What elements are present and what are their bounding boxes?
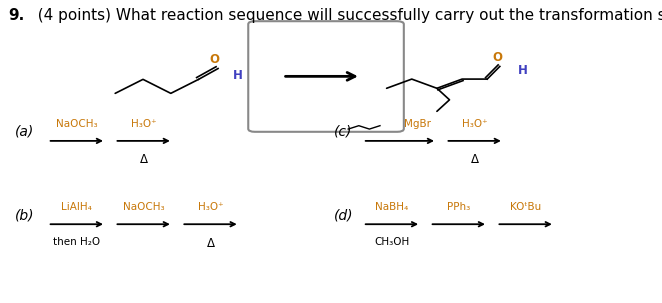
Text: 9.: 9. [8, 8, 24, 23]
Text: O: O [210, 52, 220, 65]
Text: Δ: Δ [140, 153, 148, 166]
Text: NaOCH₃: NaOCH₃ [123, 202, 164, 212]
Text: PPh₃: PPh₃ [447, 202, 471, 212]
Text: KOᵗBu: KOᵗBu [510, 202, 542, 212]
Text: Δ: Δ [207, 237, 214, 250]
Text: NaOCH₃: NaOCH₃ [56, 119, 97, 129]
Text: (b): (b) [15, 208, 34, 222]
Text: NaBH₄: NaBH₄ [375, 202, 408, 212]
Text: (d): (d) [334, 208, 354, 222]
Text: O: O [493, 51, 503, 64]
Text: (c): (c) [334, 125, 353, 139]
Text: CH₃OH: CH₃OH [374, 237, 410, 247]
Text: H₃O⁺: H₃O⁺ [131, 119, 156, 129]
Text: (4 points) What reaction sequence will successfully carry out the transformation: (4 points) What reaction sequence will s… [28, 8, 662, 23]
FancyBboxPatch shape [248, 21, 404, 132]
Text: then H₂O: then H₂O [53, 237, 101, 247]
Text: LiAlH₄: LiAlH₄ [62, 202, 92, 212]
Text: H: H [232, 69, 242, 82]
Text: MgBr: MgBr [404, 119, 430, 129]
Text: H₃O⁺: H₃O⁺ [198, 202, 223, 212]
Text: H: H [518, 65, 528, 78]
Text: Δ: Δ [471, 153, 479, 166]
Text: H₃O⁺: H₃O⁺ [462, 119, 487, 129]
Text: (a): (a) [15, 125, 34, 139]
